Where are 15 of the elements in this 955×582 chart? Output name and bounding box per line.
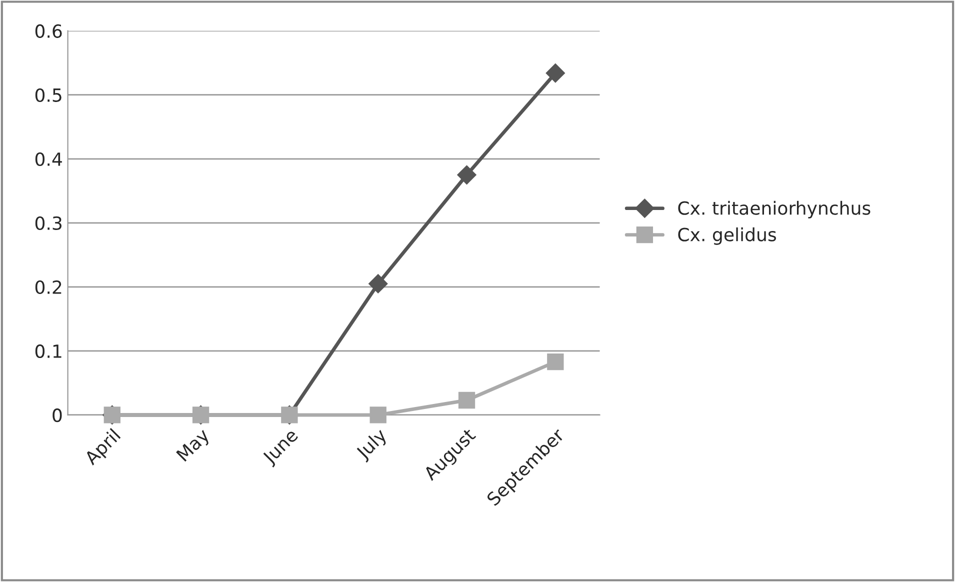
point	[457, 165, 476, 184]
y-tick-label: 0.1	[35, 344, 62, 358]
point	[458, 392, 476, 409]
legend-label: Cx. gelidus	[678, 227, 776, 245]
point	[546, 64, 565, 83]
y-tick-label: 0	[52, 408, 62, 422]
legend-label: Cx. tritaeniorhynchus	[678, 200, 870, 218]
point	[370, 406, 386, 424]
y-tick-label: 0.4	[35, 152, 62, 166]
y-tick-label: 0.5	[35, 88, 62, 102]
y-tick-label: 0.6	[35, 24, 62, 38]
point	[547, 353, 564, 370]
point	[368, 274, 388, 294]
y-tick-label: 0.3	[35, 216, 62, 230]
y-tick-label: 0.2	[35, 280, 62, 294]
